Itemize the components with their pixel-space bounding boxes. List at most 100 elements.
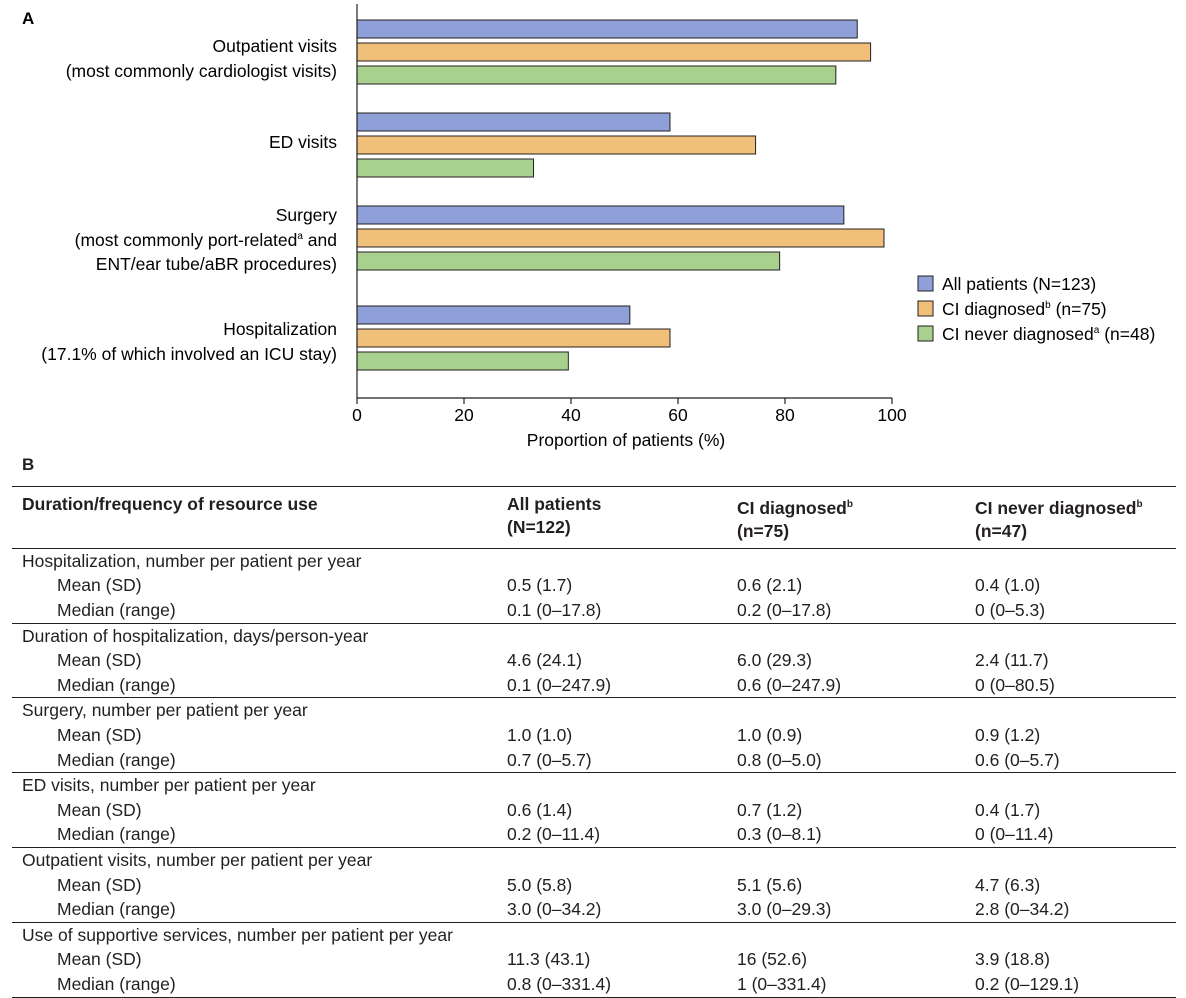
table-cell: 0.4 (1.7) bbox=[975, 799, 1041, 820]
bar-2-series-1 bbox=[356, 112, 671, 132]
table-cell: 0.6 (0–247.9) bbox=[737, 674, 842, 695]
table-row: Mean (SD) 11.3 (43.1) 16 (52.6) 3.9 (18.8) bbox=[12, 947, 1176, 972]
table-cell: 16 (52.6) bbox=[737, 949, 808, 970]
table-cell: 0.4 (1.0) bbox=[975, 575, 1041, 596]
table-row: Median (range) 0.7 (0–5.7) 0.8 (0–5.0) 0.6 … bbox=[12, 748, 1176, 773]
bar-1-series-3 bbox=[356, 65, 837, 85]
stat-label: Mean (SD) bbox=[57, 650, 142, 671]
column-header-4: CI never diagnosedb (n=47) bbox=[975, 486, 1176, 549]
stat-label: Median (range) bbox=[12, 971, 507, 998]
x-axis-title: Proportion of patients (%) bbox=[527, 430, 725, 450]
stat-label: Mean (SD) bbox=[57, 949, 142, 970]
stat-label: Mean (SD) bbox=[57, 874, 142, 895]
stat-label: Mean (SD) bbox=[57, 799, 142, 820]
resource-use-table-container: Duration/frequency of resource use All pa… bbox=[12, 486, 1176, 998]
column-header-1: Duration/frequency of resource use bbox=[12, 486, 507, 549]
stat-label: Median (range) bbox=[57, 600, 176, 621]
group-title: Use of supportive services, number per p… bbox=[12, 921, 1176, 948]
table-row: Median (range) 3.0 (0–34.2) 3.0 (0–29.3) 2.… bbox=[12, 897, 1176, 922]
stat-label: Median (range) bbox=[57, 749, 176, 770]
table-cell: 3.9 (18.8) bbox=[975, 949, 1050, 970]
table-row: Mean (SD) 4.6 (24.1) 6.0 (29.3) 2.4 (11.7) bbox=[12, 648, 1176, 673]
legend-swatch bbox=[917, 300, 934, 317]
bar-2-series-2 bbox=[356, 135, 757, 155]
table-cell: 1 (0–331.4) bbox=[737, 971, 975, 998]
group-title: Duration of hospitalization, days/person… bbox=[12, 622, 1176, 649]
table-cell: 3.0 (0–34.2) bbox=[507, 899, 602, 920]
table-header-row: Duration/frequency of resource use All pa… bbox=[12, 486, 1176, 549]
stat-label: Mean (SD) bbox=[57, 575, 142, 596]
bar-3-series-3 bbox=[356, 251, 781, 271]
table-cell: 0.3 (0–8.1) bbox=[737, 824, 822, 845]
stat-label: Median (range) bbox=[57, 824, 176, 845]
x-tick-label: 40 bbox=[561, 405, 581, 425]
legend-label: All patients (N=123) bbox=[942, 274, 1096, 294]
bar-4-series-2 bbox=[356, 328, 671, 348]
table-cell: 0.8 (0–331.4) bbox=[507, 971, 737, 998]
table-cell: 0.7 (0–5.7) bbox=[507, 749, 592, 770]
group-title: Outpatient visits, number per patient pe… bbox=[12, 846, 1176, 873]
category-labels: Outpatient visits (most commonly cardiolo… bbox=[41, 36, 337, 364]
category-label: ENT/ear tube/aBR procedures) bbox=[96, 254, 337, 274]
table-row: Median (range) 0.8 (0–331.4) 1 (0–331.4) 0.… bbox=[12, 971, 1176, 998]
table-cell: 11.3 (43.1) bbox=[507, 949, 591, 970]
category-label: (17.1% of which involved an ICU stay) bbox=[41, 344, 337, 364]
table-cell: 0.2 (0–11.4) bbox=[507, 824, 601, 845]
table-cell: 0.9 (1.2) bbox=[975, 724, 1041, 745]
bar-3-series-2 bbox=[356, 228, 885, 248]
table-group-row: Surgery, number per patient per year bbox=[12, 697, 1176, 723]
bar-1-series-1 bbox=[356, 19, 858, 39]
legend-swatch bbox=[917, 325, 934, 342]
table-cell: 0.6 (1.4) bbox=[507, 799, 573, 820]
table-group-row: ED visits, number per patient per year bbox=[12, 772, 1176, 798]
legend-swatch bbox=[917, 275, 934, 292]
table-cell: 0 (0–11.4) bbox=[975, 824, 1054, 845]
panel-b-label: B bbox=[22, 455, 35, 474]
table-group-row: Duration of hospitalization, days/person… bbox=[12, 622, 1176, 649]
table-cell: 1.0 (0.9) bbox=[737, 724, 803, 745]
table-cell: 6.0 (29.3) bbox=[737, 650, 812, 671]
table-cell: 5.1 (5.6) bbox=[737, 874, 803, 895]
bar-1-series-2 bbox=[356, 42, 872, 62]
table-row: Median (range) 0.1 (0–17.8) 0.2 (0–17.8) 0 … bbox=[12, 598, 1176, 623]
group-title: Hospitalization, number per patient per … bbox=[12, 547, 1176, 574]
table-row: Median (range) 0.2 (0–11.4) 0.3 (0–8.1) 0 (… bbox=[12, 822, 1176, 847]
table-cell: 0.6 (2.1) bbox=[737, 575, 803, 596]
x-tick-label: 60 bbox=[668, 405, 688, 425]
legend: All patients (N=123) CI diagnosedb (n=75)… bbox=[917, 274, 1155, 344]
bar-2-series-3 bbox=[356, 158, 535, 178]
table-cell: 5.0 (5.8) bbox=[507, 874, 573, 895]
x-tick-label: 80 bbox=[775, 405, 795, 425]
group-title: Surgery, number per patient per year bbox=[12, 697, 1176, 723]
table-cell: 0.7 (1.2) bbox=[737, 799, 803, 820]
table-row: Mean (SD) 1.0 (1.0) 1.0 (0.9) 0.9 (1.2) bbox=[12, 723, 1176, 748]
column-header-3: CI diagnosedb (n=75) bbox=[737, 486, 975, 549]
table-cell: 0 (0–5.3) bbox=[975, 600, 1046, 621]
x-axis: 0 20 40 60 80 100 Proportion of patients (%) bbox=[352, 4, 907, 450]
legend-label: CI never diagnoseda (n=48) bbox=[942, 324, 1155, 344]
table-cell: 0.2 (0–129.1) bbox=[975, 971, 1176, 998]
bar-group bbox=[356, 19, 885, 371]
table-group-row: Hospitalization, number per patient per … bbox=[12, 547, 1176, 574]
stat-label: Median (range) bbox=[57, 899, 176, 920]
table-row: Mean (SD) 5.0 (5.8) 5.1 (5.6) 4.7 (6.3) bbox=[12, 873, 1176, 898]
bar-4-series-3 bbox=[356, 351, 569, 371]
category-label: Outpatient visits bbox=[213, 36, 338, 56]
stat-label: Mean (SD) bbox=[57, 724, 142, 745]
table-cell: 2.8 (0–34.2) bbox=[975, 899, 1070, 920]
table-cell: 4.6 (24.1) bbox=[507, 650, 582, 671]
x-tick-label: 100 bbox=[877, 405, 906, 425]
panel-a-label: A bbox=[22, 9, 34, 28]
table-cell: 0.5 (1.7) bbox=[507, 575, 573, 596]
table-cell: 0.8 (0–5.0) bbox=[737, 749, 822, 770]
table-cell: 4.7 (6.3) bbox=[975, 874, 1041, 895]
category-label: (most commonly port-relateda and bbox=[75, 230, 337, 250]
resource-use-table: Duration/frequency of resource use All pa… bbox=[12, 486, 1176, 998]
table-row: Mean (SD) 0.6 (1.4) 0.7 (1.2) 0.4 (1.7) bbox=[12, 798, 1176, 823]
bar-4-series-1 bbox=[356, 305, 631, 325]
category-label: Surgery bbox=[276, 205, 338, 225]
table-row: Mean (SD) 0.5 (1.7) 0.6 (2.1) 0.4 (1.0) bbox=[12, 573, 1176, 598]
category-label: (most commonly cardiologist visits) bbox=[66, 61, 337, 81]
bar-3-series-1 bbox=[356, 205, 845, 225]
group-title: ED visits, number per patient per year bbox=[12, 772, 1176, 798]
